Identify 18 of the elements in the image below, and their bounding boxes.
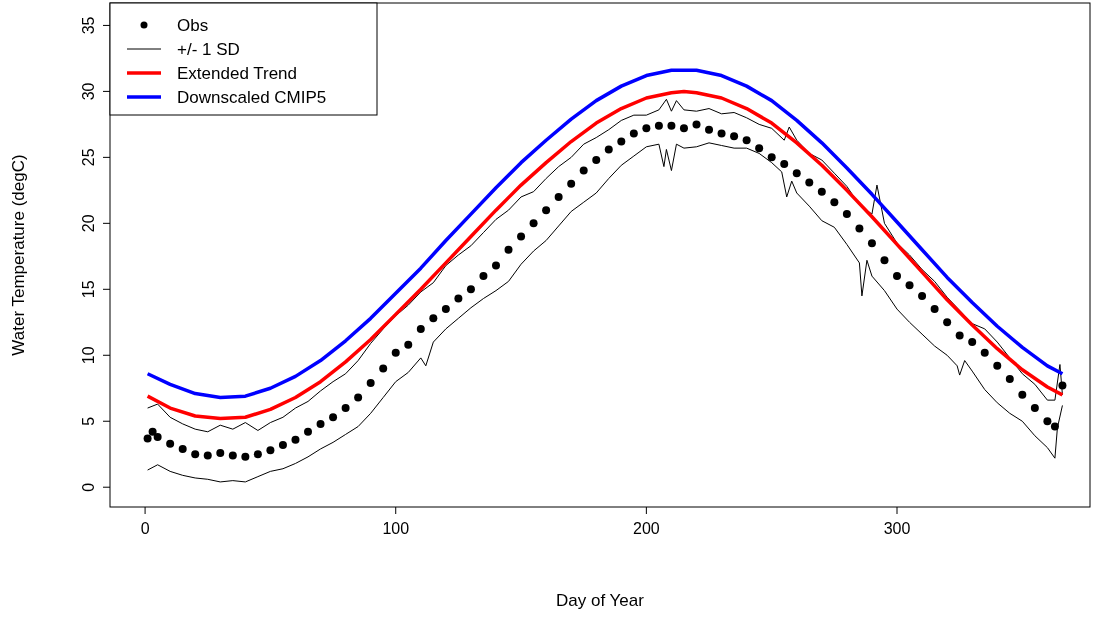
legend-label: +/- 1 SD xyxy=(177,40,240,59)
y-tick-label: 20 xyxy=(80,214,97,233)
x-tick-label: 0 xyxy=(140,520,150,537)
y-tick-label: 15 xyxy=(80,280,97,299)
y-tick-label: 30 xyxy=(80,82,97,101)
x-tick-label: 200 xyxy=(633,520,660,537)
legend-label: Extended Trend xyxy=(177,64,298,83)
y-tick-label: 35 xyxy=(80,16,97,35)
y-axis-title: Water Temperature (degC) xyxy=(9,154,28,356)
y-tick-label: 5 xyxy=(80,416,97,426)
y-tick-label: 10 xyxy=(80,346,97,365)
y-tick-label: 25 xyxy=(80,148,97,167)
x-tick-label: 100 xyxy=(382,520,410,537)
x-axis-title: Day of Year xyxy=(556,591,645,610)
y-tick-label: 0 xyxy=(80,482,97,492)
x-tick-label: 300 xyxy=(883,520,911,537)
legend-label: Obs xyxy=(177,16,209,35)
legend-label: Downscaled CMIP5 xyxy=(177,88,327,107)
